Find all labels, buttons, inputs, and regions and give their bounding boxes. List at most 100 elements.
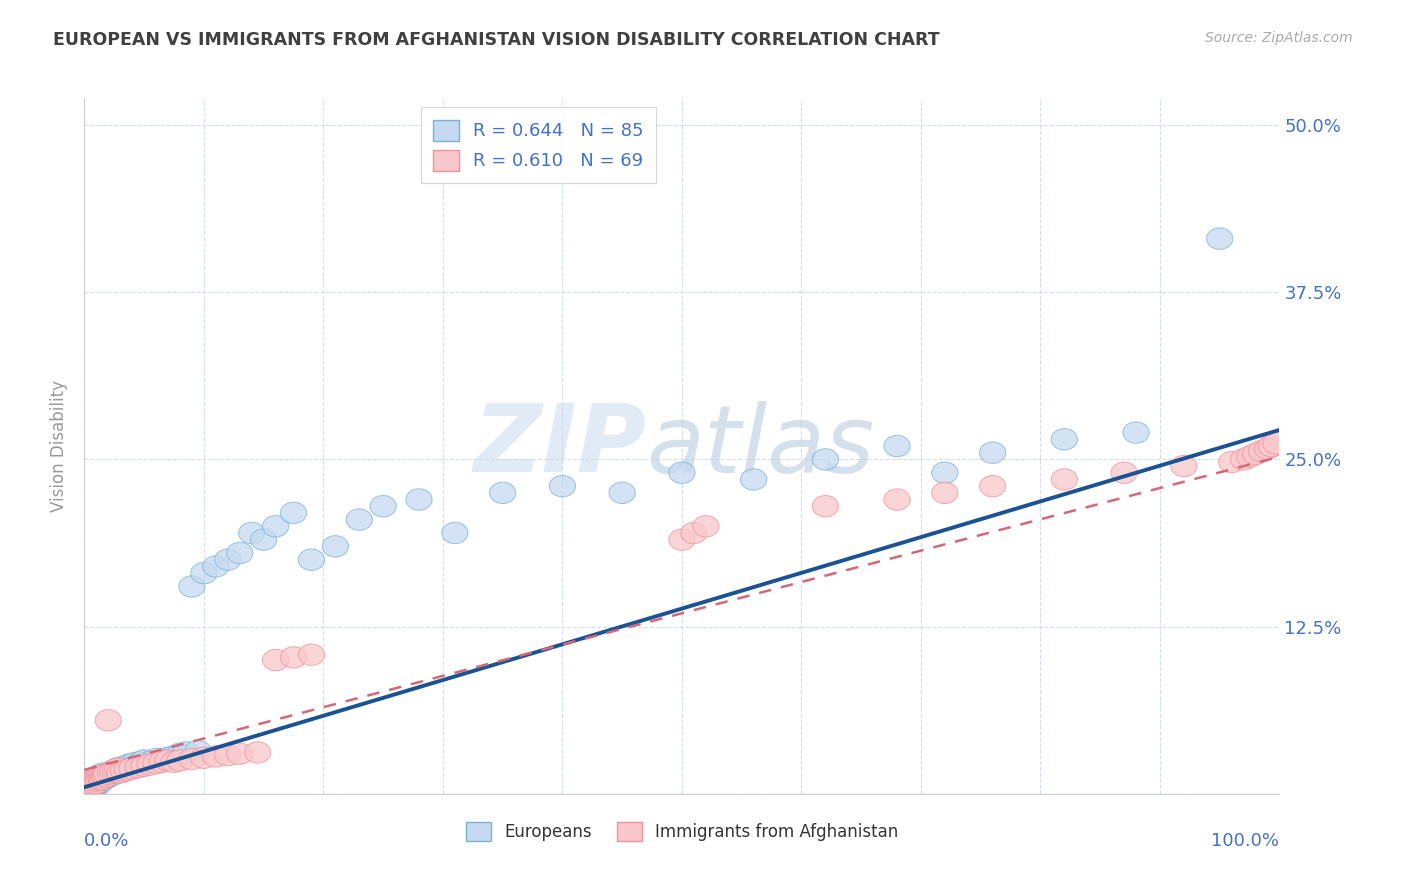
Ellipse shape [149, 751, 176, 772]
Ellipse shape [98, 764, 125, 786]
Ellipse shape [101, 762, 128, 783]
Ellipse shape [110, 756, 136, 778]
Ellipse shape [89, 764, 115, 785]
Ellipse shape [489, 482, 516, 504]
Ellipse shape [884, 489, 910, 510]
Ellipse shape [1230, 449, 1257, 470]
Ellipse shape [179, 576, 205, 598]
Ellipse shape [167, 743, 193, 764]
Ellipse shape [322, 535, 349, 557]
Ellipse shape [143, 753, 169, 774]
Ellipse shape [82, 770, 108, 791]
Ellipse shape [884, 435, 910, 457]
Ellipse shape [136, 754, 163, 775]
Ellipse shape [1219, 451, 1244, 473]
Ellipse shape [160, 746, 187, 767]
Ellipse shape [80, 775, 105, 797]
Ellipse shape [1263, 433, 1289, 454]
Ellipse shape [280, 502, 307, 524]
Ellipse shape [76, 778, 103, 799]
Ellipse shape [813, 449, 838, 470]
Ellipse shape [149, 749, 176, 771]
Ellipse shape [91, 764, 118, 786]
Ellipse shape [75, 780, 101, 801]
Ellipse shape [84, 767, 111, 789]
Ellipse shape [441, 523, 468, 544]
Ellipse shape [120, 756, 145, 778]
Ellipse shape [91, 765, 118, 788]
Ellipse shape [82, 769, 108, 790]
Ellipse shape [1111, 462, 1137, 483]
Ellipse shape [104, 758, 131, 780]
Ellipse shape [1052, 429, 1077, 450]
Ellipse shape [191, 563, 217, 584]
Ellipse shape [179, 748, 205, 770]
Ellipse shape [226, 542, 253, 564]
Ellipse shape [79, 772, 104, 794]
Ellipse shape [202, 746, 229, 767]
Ellipse shape [932, 482, 957, 504]
Ellipse shape [114, 755, 141, 776]
Text: 100.0%: 100.0% [1212, 832, 1279, 850]
Ellipse shape [280, 647, 307, 668]
Ellipse shape [75, 776, 101, 797]
Ellipse shape [128, 751, 155, 772]
Y-axis label: Vision Disability: Vision Disability [51, 380, 69, 512]
Ellipse shape [980, 442, 1005, 464]
Ellipse shape [609, 482, 636, 504]
Ellipse shape [167, 749, 193, 771]
Text: ZIP: ZIP [474, 400, 647, 492]
Ellipse shape [155, 749, 181, 771]
Ellipse shape [681, 523, 707, 544]
Ellipse shape [136, 751, 163, 772]
Ellipse shape [82, 772, 108, 794]
Text: Source: ZipAtlas.com: Source: ZipAtlas.com [1205, 31, 1353, 45]
Text: EUROPEAN VS IMMIGRANTS FROM AFGHANISTAN VISION DISABILITY CORRELATION CHART: EUROPEAN VS IMMIGRANTS FROM AFGHANISTAN … [53, 31, 941, 49]
Ellipse shape [1236, 446, 1263, 467]
Ellipse shape [83, 770, 110, 791]
Ellipse shape [406, 489, 432, 510]
Ellipse shape [143, 748, 169, 770]
Ellipse shape [76, 775, 103, 797]
Ellipse shape [80, 772, 105, 794]
Ellipse shape [226, 743, 253, 764]
Ellipse shape [245, 742, 271, 764]
Ellipse shape [89, 769, 115, 790]
Ellipse shape [346, 508, 373, 531]
Ellipse shape [94, 764, 121, 785]
Ellipse shape [97, 762, 124, 783]
Ellipse shape [80, 774, 107, 796]
Ellipse shape [103, 759, 128, 780]
Text: atlas: atlas [647, 401, 875, 491]
Ellipse shape [77, 780, 104, 801]
Ellipse shape [73, 780, 100, 802]
Ellipse shape [107, 759, 134, 780]
Ellipse shape [191, 747, 217, 769]
Ellipse shape [1243, 443, 1268, 465]
Ellipse shape [932, 462, 957, 483]
Ellipse shape [90, 767, 117, 789]
Ellipse shape [112, 758, 138, 780]
Ellipse shape [93, 765, 120, 788]
Ellipse shape [155, 747, 181, 769]
Ellipse shape [1206, 228, 1233, 250]
Ellipse shape [89, 770, 115, 791]
Ellipse shape [202, 556, 229, 577]
Ellipse shape [86, 765, 112, 788]
Ellipse shape [90, 765, 117, 788]
Ellipse shape [86, 769, 112, 790]
Ellipse shape [79, 774, 104, 796]
Ellipse shape [121, 753, 148, 774]
Ellipse shape [89, 769, 114, 790]
Ellipse shape [83, 774, 110, 796]
Ellipse shape [215, 549, 240, 571]
Ellipse shape [97, 764, 124, 785]
Ellipse shape [669, 462, 695, 483]
Ellipse shape [83, 772, 110, 794]
Ellipse shape [94, 764, 121, 786]
Ellipse shape [250, 529, 277, 550]
Ellipse shape [111, 760, 136, 781]
Ellipse shape [84, 771, 111, 793]
Ellipse shape [82, 776, 108, 797]
Ellipse shape [173, 742, 200, 764]
